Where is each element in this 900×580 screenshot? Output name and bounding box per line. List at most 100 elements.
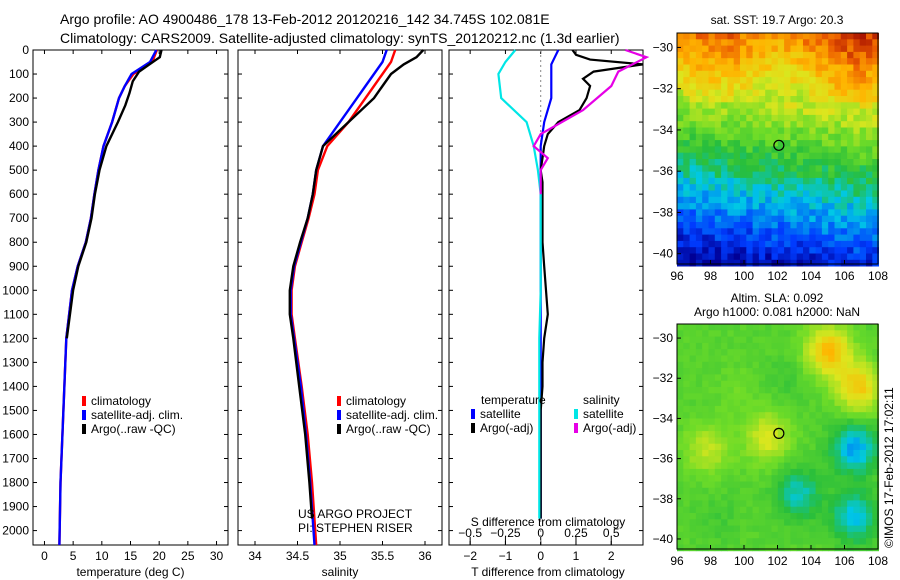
map-cell bbox=[821, 431, 829, 438]
map-cell bbox=[702, 330, 709, 337]
map-cell bbox=[695, 45, 703, 53]
map-cell bbox=[721, 39, 728, 46]
map-cell bbox=[708, 513, 716, 520]
map-cell bbox=[677, 487, 684, 495]
map-cell bbox=[777, 355, 785, 363]
map-cell bbox=[689, 253, 697, 261]
map-cell bbox=[740, 215, 747, 223]
map-cell bbox=[740, 259, 747, 267]
map-cell bbox=[821, 468, 829, 476]
map-cell bbox=[847, 342, 854, 350]
map-cell bbox=[758, 399, 766, 407]
map-cell bbox=[740, 203, 747, 210]
y-tick-label: 900 bbox=[9, 259, 29, 273]
map-cell bbox=[702, 443, 709, 451]
map-cell bbox=[821, 538, 829, 545]
map-cell bbox=[853, 405, 861, 413]
map-cell bbox=[784, 203, 791, 210]
map-cell bbox=[695, 336, 703, 344]
map-cell bbox=[777, 39, 785, 46]
map-cell bbox=[683, 247, 690, 254]
map-cell bbox=[803, 462, 810, 470]
map-cell bbox=[777, 171, 785, 179]
map-y-tick-label: −32 bbox=[653, 371, 674, 385]
map-cell bbox=[815, 374, 823, 382]
map-cell bbox=[834, 468, 842, 476]
map-cell bbox=[790, 215, 798, 223]
map-cell bbox=[834, 77, 842, 84]
map-cell bbox=[828, 146, 835, 154]
map-cell bbox=[853, 196, 861, 204]
map-cell bbox=[740, 468, 747, 476]
map-cell bbox=[752, 399, 760, 407]
map-cell bbox=[765, 405, 772, 413]
map-cell bbox=[746, 203, 753, 210]
map-cell bbox=[815, 77, 823, 84]
map-cell bbox=[695, 240, 703, 248]
map-cell bbox=[840, 342, 848, 350]
map-cell bbox=[809, 102, 816, 109]
map-cell bbox=[758, 393, 766, 400]
map-cell bbox=[834, 247, 842, 254]
map-cell bbox=[733, 475, 741, 482]
map-cell bbox=[695, 146, 703, 154]
map-cell bbox=[752, 171, 760, 179]
map-cell bbox=[777, 544, 785, 552]
map-cell bbox=[771, 89, 779, 97]
map-cell bbox=[733, 519, 741, 526]
map-cell bbox=[708, 368, 716, 375]
map-cell bbox=[708, 70, 716, 78]
map-cell bbox=[853, 324, 861, 331]
map-cell bbox=[840, 165, 848, 172]
map-cell bbox=[840, 538, 848, 545]
map-cell bbox=[803, 437, 810, 445]
map-cell bbox=[847, 127, 854, 135]
map-cell bbox=[702, 500, 709, 508]
map-cell bbox=[834, 342, 842, 350]
map-cell bbox=[695, 184, 703, 191]
map-cell bbox=[695, 481, 703, 489]
map-cell bbox=[714, 89, 722, 97]
map-cell bbox=[784, 374, 791, 382]
map-cell bbox=[847, 89, 854, 97]
diff-series-salinity-satellite bbox=[497, 49, 542, 519]
map-cell bbox=[714, 330, 722, 337]
map-cell bbox=[840, 418, 848, 426]
map-cell bbox=[677, 450, 684, 457]
map-cell bbox=[840, 393, 848, 400]
map-cell bbox=[777, 418, 785, 426]
map-cell bbox=[809, 475, 816, 482]
map-cell bbox=[771, 342, 779, 350]
map-cell bbox=[733, 424, 741, 432]
map-cell bbox=[859, 171, 867, 179]
map-cell bbox=[746, 121, 753, 128]
map-y-tick-label: −40 bbox=[653, 532, 674, 546]
map-cell bbox=[746, 361, 753, 369]
map-cell bbox=[721, 190, 728, 198]
map-cell bbox=[695, 108, 703, 116]
map-cell bbox=[777, 33, 785, 40]
map-cell bbox=[746, 355, 753, 363]
map-cell bbox=[708, 165, 716, 172]
map-cell bbox=[853, 114, 861, 122]
map-cell bbox=[859, 127, 867, 135]
map-cell bbox=[853, 342, 861, 350]
map-cell bbox=[683, 481, 690, 489]
map-cell bbox=[840, 443, 848, 451]
map-cell bbox=[677, 324, 684, 331]
map-cell bbox=[790, 525, 798, 533]
map-cell bbox=[859, 506, 867, 514]
map-cell bbox=[872, 140, 879, 147]
map-cell bbox=[771, 146, 779, 154]
map-cell bbox=[714, 152, 722, 160]
map-cell bbox=[714, 368, 722, 375]
map-cell bbox=[859, 475, 867, 482]
map-cell bbox=[702, 114, 709, 122]
map-cell bbox=[784, 525, 791, 533]
map-cell bbox=[714, 513, 722, 520]
map-cell bbox=[834, 190, 842, 198]
map-cell bbox=[727, 146, 735, 154]
map-cell bbox=[765, 487, 772, 495]
map-cell bbox=[815, 399, 823, 407]
y-tick-label: 1700 bbox=[2, 451, 29, 465]
